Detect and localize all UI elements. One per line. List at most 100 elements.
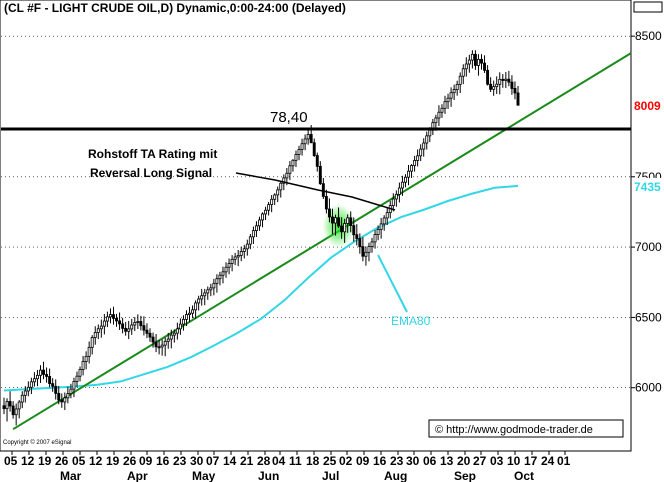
candle-body <box>428 129 432 137</box>
candle <box>291 159 295 172</box>
candle <box>160 339 164 356</box>
candle-body <box>391 198 395 207</box>
candle-body <box>69 388 73 395</box>
candle-body <box>105 316 109 322</box>
candle-body <box>206 289 210 294</box>
x-day-label: 03 <box>490 454 504 468</box>
x-day-label: 12 <box>21 454 35 468</box>
candle <box>391 193 395 212</box>
x-day-label: 23 <box>173 454 187 468</box>
candle-body <box>358 238 362 248</box>
candle <box>133 317 137 332</box>
candle-body <box>124 327 128 332</box>
candle-body <box>121 323 125 329</box>
candle-body <box>422 142 426 150</box>
candle-body <box>87 346 91 357</box>
candle-body <box>209 287 213 291</box>
candle <box>66 386 70 404</box>
source-box[interactable]: © http://www.godmode-trader.de <box>428 419 624 438</box>
source-link[interactable]: © http://www.godmode-trader.de <box>435 424 593 436</box>
candle-body <box>2 405 6 410</box>
candle-body <box>294 154 298 161</box>
candle-body <box>352 225 356 236</box>
y-tick-label: 8500 <box>635 29 662 43</box>
candle <box>203 288 207 306</box>
candle-body <box>96 328 100 333</box>
annotation-ema-pointer <box>377 254 408 313</box>
candle <box>200 288 204 306</box>
candle-body <box>510 81 514 89</box>
candle <box>48 368 52 388</box>
candle <box>343 218 347 243</box>
x-day-label: 20 <box>457 454 471 468</box>
candle <box>373 230 377 249</box>
y-badge-bg <box>632 97 664 114</box>
candle-body <box>151 336 155 343</box>
candle <box>136 314 140 329</box>
candle <box>473 50 477 70</box>
candle-body <box>291 159 295 167</box>
candle <box>400 175 404 196</box>
x-day-label: 13 <box>440 454 454 468</box>
candle <box>127 320 131 340</box>
x-month-label: Mar <box>60 469 82 482</box>
candle-body <box>157 346 161 349</box>
candle-body <box>346 217 350 224</box>
candle-body <box>516 92 520 106</box>
x-day-label: 12 <box>89 454 103 468</box>
x-day-label: 23 <box>390 454 404 468</box>
candle-body <box>285 172 289 179</box>
candle <box>224 262 228 278</box>
trend-layer <box>12 52 632 431</box>
candle-body <box>54 385 58 394</box>
candle <box>321 178 325 199</box>
candle <box>188 306 191 323</box>
x-day-label: 24 <box>541 454 555 468</box>
candle <box>194 300 198 319</box>
annotation-signal-pointer <box>235 172 396 211</box>
candle <box>181 315 185 331</box>
candle <box>8 391 12 412</box>
candle <box>443 95 447 114</box>
y-badge-bg <box>632 177 664 194</box>
candle-body <box>212 282 216 289</box>
x-day-label: 05 <box>72 454 86 468</box>
candle-body <box>39 369 42 376</box>
candle <box>227 258 231 275</box>
candle <box>57 385 61 405</box>
candle <box>273 193 277 206</box>
x-day-label: 11 <box>289 454 302 468</box>
candle-body <box>455 83 459 90</box>
candle-body <box>224 266 228 273</box>
candle-body <box>133 322 137 326</box>
candle-body <box>306 134 310 140</box>
candle <box>297 145 301 161</box>
candle-body <box>492 86 496 90</box>
scrollbar-thumb[interactable] <box>633 1 663 13</box>
candle <box>477 54 480 76</box>
candle-body <box>72 380 76 390</box>
candle-body <box>288 165 292 174</box>
x-month-label: Jun <box>258 469 279 482</box>
candle <box>23 386 27 403</box>
candle <box>452 84 456 100</box>
candle-body <box>23 390 27 396</box>
candle <box>197 295 201 311</box>
candle-body <box>361 246 365 257</box>
candle <box>300 138 304 156</box>
candle-body <box>264 209 268 215</box>
candle <box>230 255 234 272</box>
candle-body <box>324 196 328 210</box>
candle <box>419 144 423 162</box>
annotation-signal-line-2: Reversal Long Signal <box>90 166 212 180</box>
candle <box>470 50 474 69</box>
y-tick-label: 6000 <box>635 381 662 395</box>
candle-layer <box>2 50 520 426</box>
candle-body <box>334 217 337 224</box>
x-day-label: 04 <box>272 454 286 468</box>
candle-body <box>270 198 274 206</box>
candle-body <box>57 392 61 401</box>
x-day-label: 10 <box>507 454 521 468</box>
x-day-label: 30 <box>406 454 420 468</box>
candle <box>178 318 182 335</box>
